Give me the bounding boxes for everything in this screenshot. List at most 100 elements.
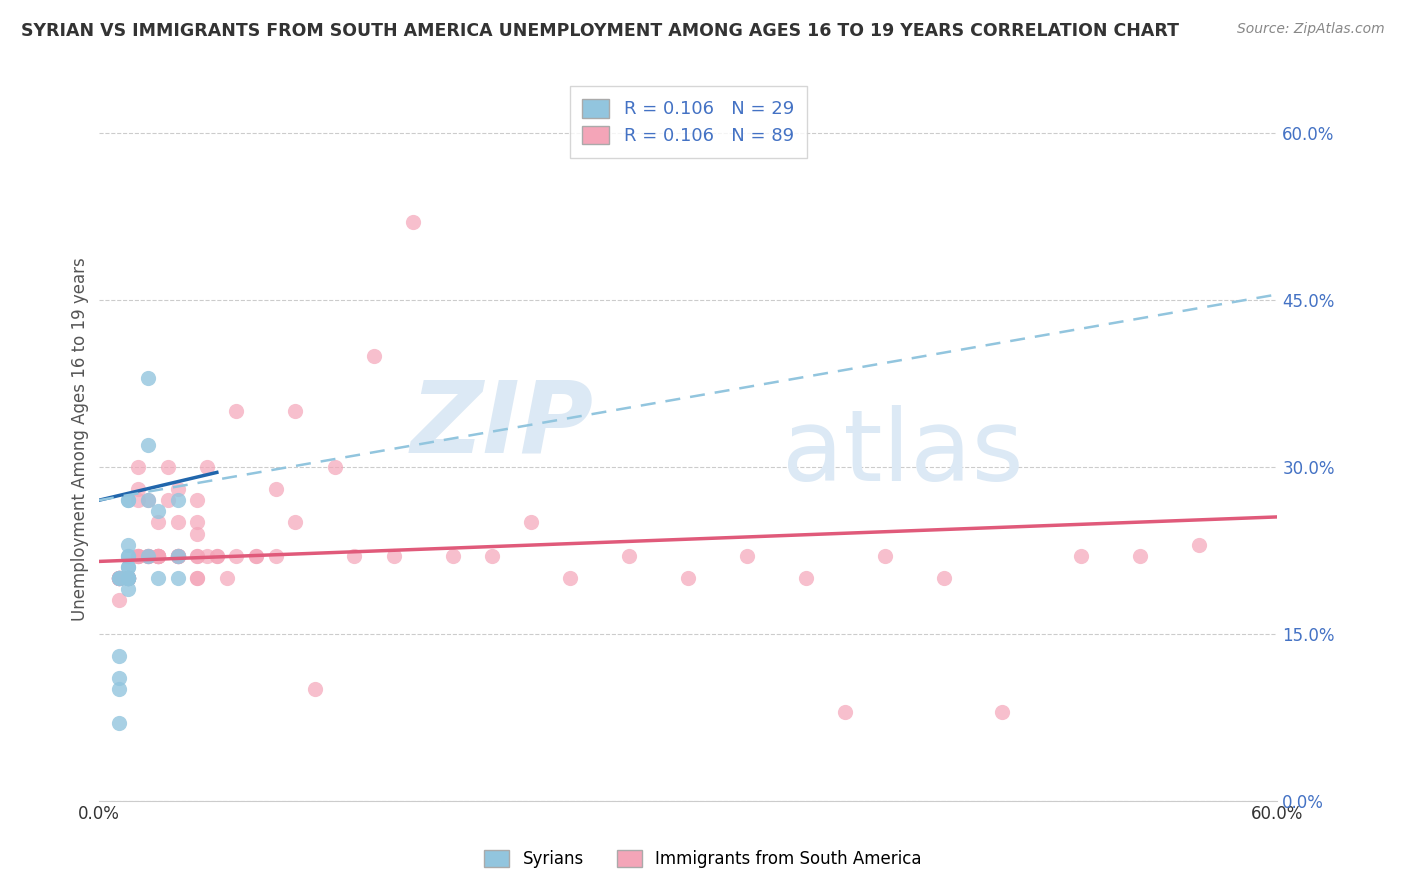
Point (205, 549, 228, 563)
Point (146, 549, 169, 563)
Point (166, 549, 188, 563)
Point (560, 571, 582, 585)
Point (127, 459, 149, 474)
Point (107, 571, 129, 585)
Point (136, 549, 159, 563)
Point (146, 571, 169, 585)
Point (117, 571, 139, 585)
Point (136, 437, 159, 451)
Point (166, 571, 188, 585)
Point (166, 516, 188, 530)
Point (107, 571, 129, 585)
Point (107, 571, 129, 585)
Point (107, 571, 129, 585)
Point (186, 571, 208, 585)
Text: Source: ZipAtlas.com: Source: ZipAtlas.com (1237, 22, 1385, 37)
Y-axis label: Unemployment Among Ages 16 to 19 years: Unemployment Among Ages 16 to 19 years (72, 257, 89, 621)
Point (136, 371, 159, 385)
Point (117, 549, 139, 563)
Point (146, 549, 169, 563)
Point (107, 571, 129, 585)
Point (107, 715, 129, 730)
Point (127, 549, 149, 563)
Point (245, 549, 267, 563)
Point (107, 571, 129, 585)
Point (136, 493, 159, 508)
Point (186, 549, 208, 563)
Point (117, 571, 139, 585)
Legend: R = 0.106   N = 29, R = 0.106   N = 89: R = 0.106 N = 29, R = 0.106 N = 89 (569, 87, 807, 158)
Point (107, 571, 129, 585)
Point (107, 571, 129, 585)
Point (117, 493, 139, 508)
Point (117, 571, 139, 585)
Point (127, 549, 149, 563)
Point (186, 516, 208, 530)
Point (117, 571, 139, 585)
Text: ZIP: ZIP (411, 376, 593, 473)
Point (166, 549, 188, 563)
Point (117, 571, 139, 585)
Point (264, 482, 287, 496)
Point (284, 404, 307, 418)
Point (481, 549, 503, 563)
Point (117, 560, 139, 574)
Point (117, 571, 139, 585)
Point (186, 571, 208, 585)
Point (225, 404, 247, 418)
Point (166, 549, 188, 563)
Point (676, 571, 699, 585)
Point (117, 560, 139, 574)
Point (117, 571, 139, 585)
Point (735, 549, 758, 563)
Point (117, 571, 139, 585)
Point (117, 571, 139, 585)
Point (136, 493, 159, 508)
Point (146, 549, 169, 563)
Point (146, 504, 169, 518)
Point (794, 571, 817, 585)
Legend: Syrians, Immigrants from South America: Syrians, Immigrants from South America (478, 843, 928, 875)
Point (205, 549, 228, 563)
Point (117, 538, 139, 552)
Point (117, 549, 139, 563)
Point (107, 571, 129, 585)
Point (127, 549, 149, 563)
Point (107, 571, 129, 585)
Point (166, 549, 188, 563)
Point (107, 648, 129, 663)
Point (402, 215, 425, 229)
Point (323, 459, 346, 474)
Text: atlas: atlas (783, 405, 1024, 502)
Point (441, 549, 464, 563)
Point (343, 549, 366, 563)
Point (186, 549, 208, 563)
Point (195, 549, 218, 563)
Point (1070, 549, 1092, 563)
Point (520, 516, 543, 530)
Point (127, 549, 149, 563)
Point (146, 549, 169, 563)
Point (127, 482, 149, 496)
Point (166, 549, 188, 563)
Point (166, 549, 188, 563)
Point (117, 493, 139, 508)
Point (166, 549, 188, 563)
Point (146, 549, 169, 563)
Point (107, 571, 129, 585)
Point (619, 549, 641, 563)
Point (166, 493, 188, 508)
Point (146, 549, 169, 563)
Point (156, 493, 179, 508)
Point (166, 482, 188, 496)
Point (1129, 549, 1152, 563)
Point (107, 682, 129, 697)
Point (304, 682, 326, 697)
Point (1188, 538, 1211, 552)
Point (136, 549, 159, 563)
Point (225, 549, 247, 563)
Point (363, 349, 385, 363)
Text: SYRIAN VS IMMIGRANTS FROM SOUTH AMERICA UNEMPLOYMENT AMONG AGES 16 TO 19 YEARS C: SYRIAN VS IMMIGRANTS FROM SOUTH AMERICA … (21, 22, 1180, 40)
Point (284, 516, 307, 530)
Point (156, 459, 179, 474)
